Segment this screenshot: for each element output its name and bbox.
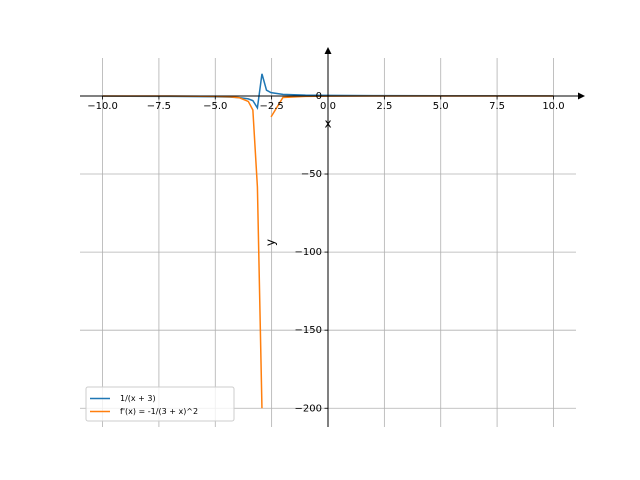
y-tick-label: −100 (295, 247, 322, 258)
legend-label: 1/(x + 3) (120, 394, 156, 403)
y-axis-arrow (324, 47, 332, 54)
x-tick-label: 2.5 (376, 101, 392, 112)
axes: −10.0−7.5−5.0−2.50.02.55.07.510.00−50−10… (80, 47, 585, 427)
y-tick-label: −150 (295, 325, 322, 336)
y-axis-label: y (264, 239, 278, 246)
x-tick-label: −2.5 (259, 101, 283, 112)
x-tick-label: −7.5 (147, 101, 171, 112)
y-tick-label: −50 (301, 169, 322, 180)
legend-box (85, 386, 235, 422)
x-axis-arrow (578, 92, 585, 100)
y-tick-label: −200 (295, 403, 322, 414)
x-axis-label: x (324, 116, 331, 130)
x-tick-label: 10.0 (542, 101, 564, 112)
x-tick-label: −5.0 (203, 101, 227, 112)
x-tick-label: 5.0 (433, 101, 449, 112)
x-tick-label: −10.0 (87, 101, 118, 112)
x-tick-label: 7.5 (489, 101, 505, 112)
legend-label: f'(x) = -1/(3 + x)^2 (120, 407, 198, 416)
